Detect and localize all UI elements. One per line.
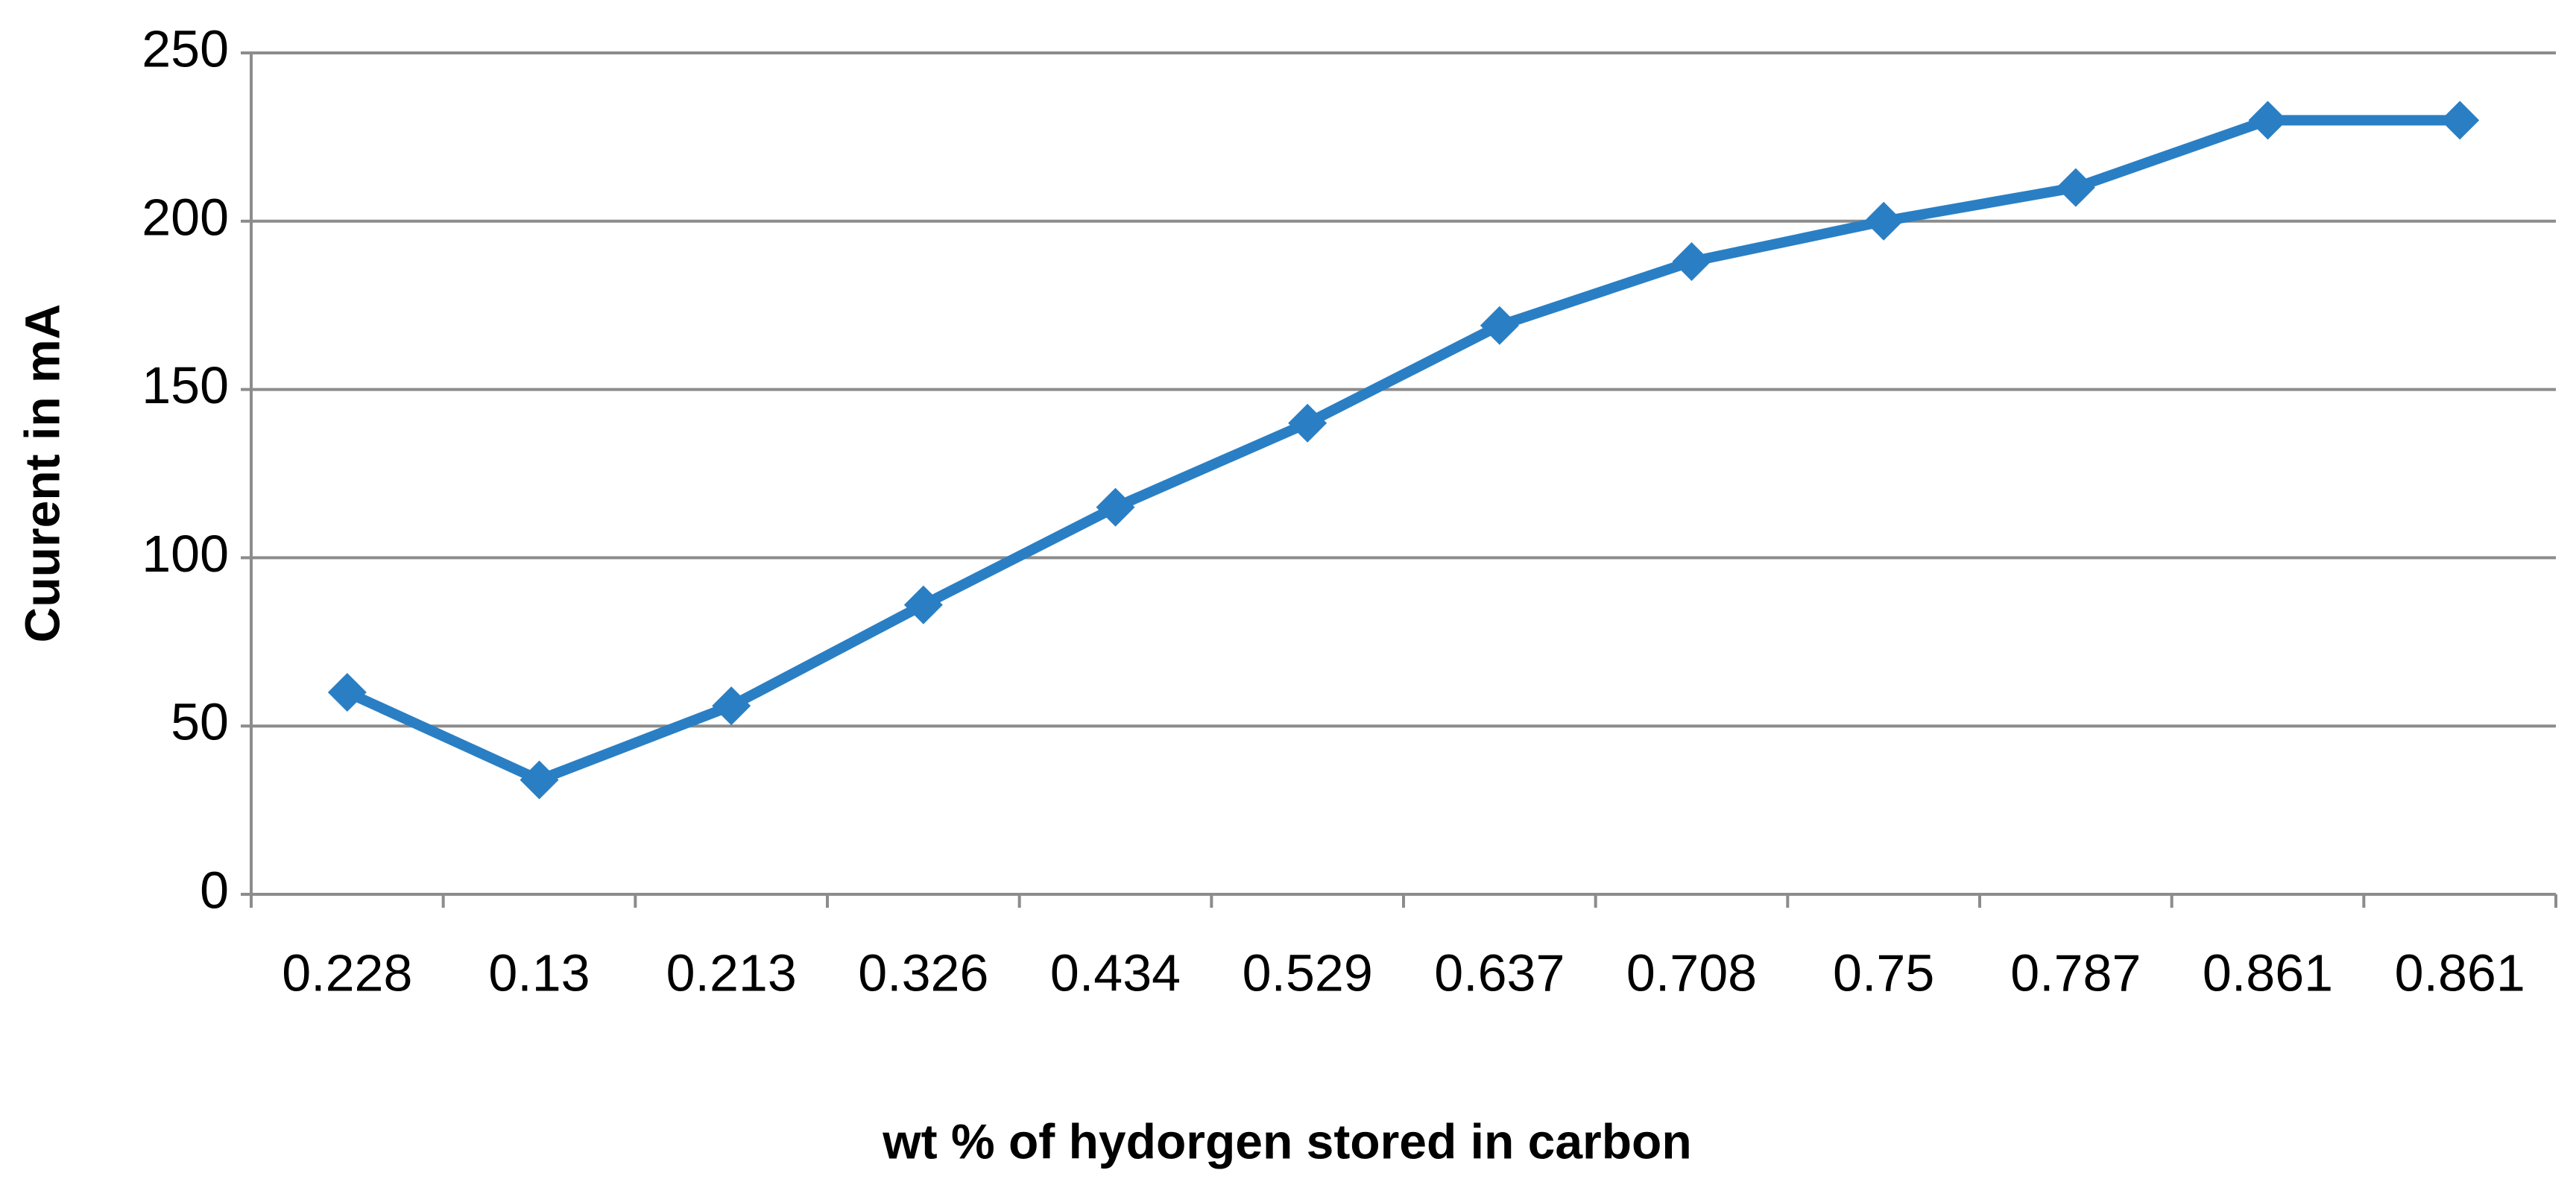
data-line xyxy=(344,115,2460,786)
x-tick-label: 0.13 xyxy=(488,943,590,1002)
data-point xyxy=(2056,168,2095,207)
x-tick-label: 0.228 xyxy=(282,943,412,1002)
x-tick-label: 0.787 xyxy=(2010,943,2141,1002)
x-axis-title: wt % of hydorgen stored in carbon xyxy=(882,1113,1691,1169)
x-tick-label: 0.326 xyxy=(858,943,988,1002)
x-tick-label: 0.434 xyxy=(1050,943,1181,1002)
y-tick-label: 100 xyxy=(142,525,229,583)
y-axis-title: Cuurent in mA xyxy=(14,304,69,643)
data-point xyxy=(712,686,751,726)
data-point xyxy=(1480,306,1519,345)
x-tick-label: 0.213 xyxy=(666,943,797,1002)
x-tick-label: 0.861 xyxy=(2395,943,2525,1002)
data-point xyxy=(1864,201,1904,241)
x-tick-label: 0.861 xyxy=(2203,943,2333,1002)
x-tick-label: 0.529 xyxy=(1243,943,1373,1002)
data-point xyxy=(903,585,943,625)
y-tick-label: 150 xyxy=(142,356,229,414)
x-tick-label: 0.75 xyxy=(1833,943,1934,1002)
data-point xyxy=(1672,241,1711,281)
data-point xyxy=(327,673,367,712)
data-point xyxy=(2248,101,2288,140)
y-tick-label: 50 xyxy=(171,693,229,751)
data-point xyxy=(520,760,559,800)
data-point xyxy=(2440,101,2480,140)
data-point xyxy=(1288,403,1328,443)
y-tick-label: 0 xyxy=(200,861,229,919)
data-point xyxy=(1096,487,1135,527)
x-tick-label: 0.637 xyxy=(1434,943,1565,1002)
y-tick-label: 200 xyxy=(142,188,229,246)
y-tick-label: 250 xyxy=(142,19,229,78)
x-tick-label: 0.708 xyxy=(1626,943,1757,1002)
